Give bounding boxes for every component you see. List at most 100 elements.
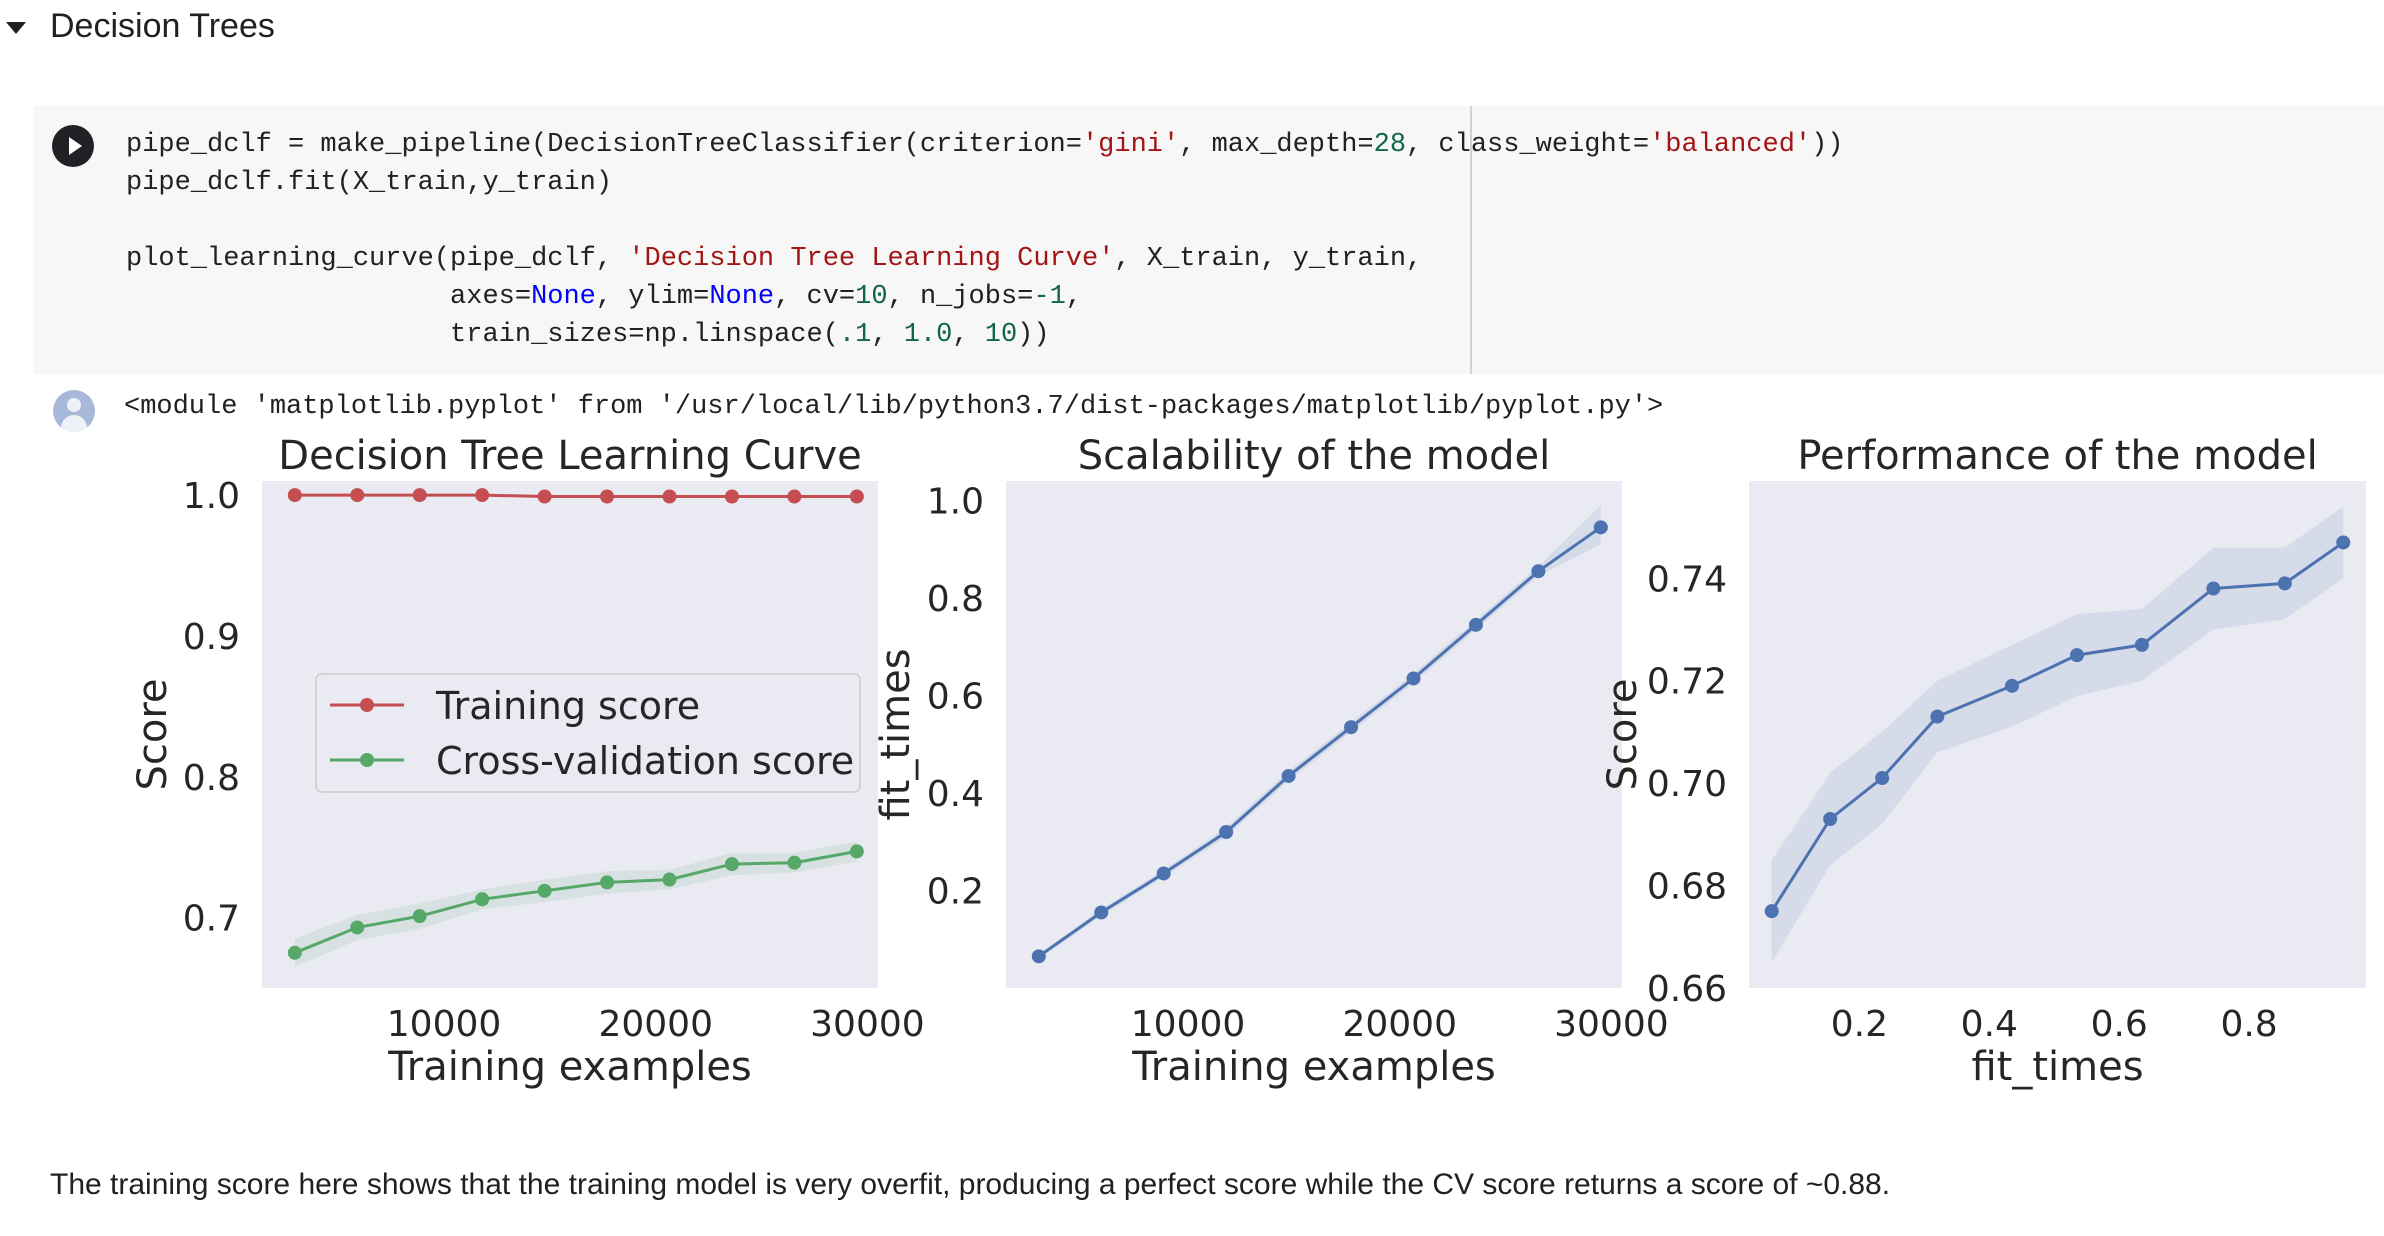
code-editor[interactable]: pipe_dclf = make_pipeline(DecisionTreeCl… [126, 126, 1844, 354]
x-axis-label: fit_times [1971, 1044, 2143, 1090]
legend-marker [360, 698, 374, 712]
data-point [1468, 617, 1483, 632]
play-icon [69, 137, 82, 155]
confidence-band [1771, 506, 2344, 963]
code-token: None [709, 282, 775, 312]
data-point [1875, 771, 1890, 786]
code-token: , max_depth= [1179, 130, 1374, 160]
y-axis-label: Score [1600, 678, 1646, 790]
x-tick-label: 10000 [1131, 1004, 1246, 1045]
data-point [537, 489, 552, 504]
data-point [475, 892, 490, 907]
legend-label: Training score [435, 684, 700, 728]
x-tick-label: 0.8 [2220, 1004, 2277, 1045]
data-point [2206, 581, 2221, 596]
data-point [2134, 637, 2149, 652]
series-line [1770, 541, 2345, 913]
data-point [1031, 949, 1046, 964]
y-tick-label: 0.72 [1647, 662, 1727, 703]
code-token: 10 [984, 320, 1018, 350]
data-point [1219, 825, 1234, 839]
output-text: <module 'matplotlib.pyplot' from '/usr/l… [124, 392, 1664, 422]
data-point [1344, 720, 1359, 735]
code-token: pipe_dclf = make_pipeline(DecisionTreeCl… [126, 130, 1082, 160]
x-tick-label: 20000 [598, 1004, 713, 1045]
code-token: , [952, 320, 985, 350]
code-token: 10 [855, 282, 888, 312]
data-point [724, 857, 739, 872]
data-point [1281, 768, 1296, 783]
y-tick-label: 1.0 [927, 482, 984, 523]
y-tick-label: 0.8 [183, 758, 240, 799]
chart-title: Scalability of the model [1078, 433, 1551, 479]
data-point [724, 489, 739, 504]
code-token: 'gini' [1081, 130, 1180, 160]
data-point [350, 488, 365, 503]
x-tick-label: 20000 [1342, 1004, 1457, 1045]
markdown-text: The training score here shows that the t… [50, 1168, 1891, 1201]
caret-down-icon[interactable] [6, 22, 26, 34]
legend-label: Cross-validation score [436, 739, 854, 783]
section-title: Decision Trees [50, 7, 275, 45]
line-length-ruler [1470, 106, 1472, 374]
code-token: plot_learning_curve(pipe_dclf, [126, 244, 629, 274]
y-tick-label: 0.8 [927, 579, 984, 620]
y-tick-label: 0.4 [927, 774, 984, 815]
data-point [287, 945, 302, 960]
code-token: 'balanced' [1649, 130, 1812, 160]
chart-title: Performance of the model [1797, 433, 2317, 479]
data-point [787, 489, 802, 504]
code-cell[interactable] [34, 106, 2384, 374]
data-point [1531, 564, 1546, 579]
code-token: , class_weight= [1406, 130, 1650, 160]
x-tick-label: 0.4 [1961, 1004, 2018, 1045]
x-tick-label: 0.6 [2091, 1004, 2148, 1045]
data-point [2336, 535, 2351, 550]
y-tick-label: 0.68 [1647, 867, 1727, 908]
y-tick-label: 0.70 [1647, 764, 1727, 805]
y-tick-label: 0.2 [927, 872, 984, 913]
code-token: axes= [126, 282, 532, 312]
code-token: , n_jobs= [887, 282, 1034, 312]
legend-marker [360, 753, 374, 767]
data-point [662, 489, 677, 504]
x-tick-label: 30000 [810, 1004, 925, 1045]
data-point [1593, 520, 1608, 535]
data-point [287, 488, 302, 503]
code-token: train_sizes=np.linspace( [126, 320, 839, 350]
y-tick-label: 0.74 [1647, 559, 1727, 600]
data-point [350, 920, 365, 935]
data-point [1930, 709, 1945, 724]
user-avatar-icon [53, 390, 95, 432]
matplotlib-figure: Decision Tree Learning Curve 10000 20000 30… [130, 433, 2366, 1090]
data-point [1156, 866, 1171, 881]
code-token: , X_train, y_train, [1114, 244, 1423, 274]
x-tick-label: 0.2 [1831, 1004, 1888, 1045]
code-token: )) [1811, 130, 1844, 160]
code-token: -1 [1033, 282, 1066, 312]
data-point [1823, 812, 1838, 826]
confidence-band [294, 841, 857, 967]
data-point [2069, 648, 2084, 663]
run-cell-button[interactable] [52, 125, 94, 167]
code-token: 'Decision Tree Learning Curve' [628, 244, 1115, 274]
y-axis-label: fit_times [873, 648, 919, 820]
data-point [1764, 904, 1779, 919]
y-tick-label: 0.7 [183, 899, 240, 940]
x-axis-label: Training examples [1131, 1044, 1496, 1090]
code-token: , [1065, 282, 1082, 312]
data-point [662, 872, 677, 887]
code-token: None [531, 282, 596, 312]
code-token: , ylim= [595, 282, 710, 312]
plot-area [1749, 481, 2366, 988]
y-tick-label: 0.6 [927, 677, 984, 718]
series-line [294, 493, 857, 498]
section-header[interactable]: Decision Trees [0, 0, 2384, 56]
y-axis-label: Score [130, 678, 176, 790]
x-tick-label: 10000 [387, 1004, 502, 1045]
data-point [2005, 678, 2020, 693]
x-tick-label: 30000 [1554, 1004, 1669, 1045]
y-tick-label: 1.0 [183, 476, 240, 517]
data-point [412, 488, 427, 503]
code-token: , [871, 320, 904, 350]
